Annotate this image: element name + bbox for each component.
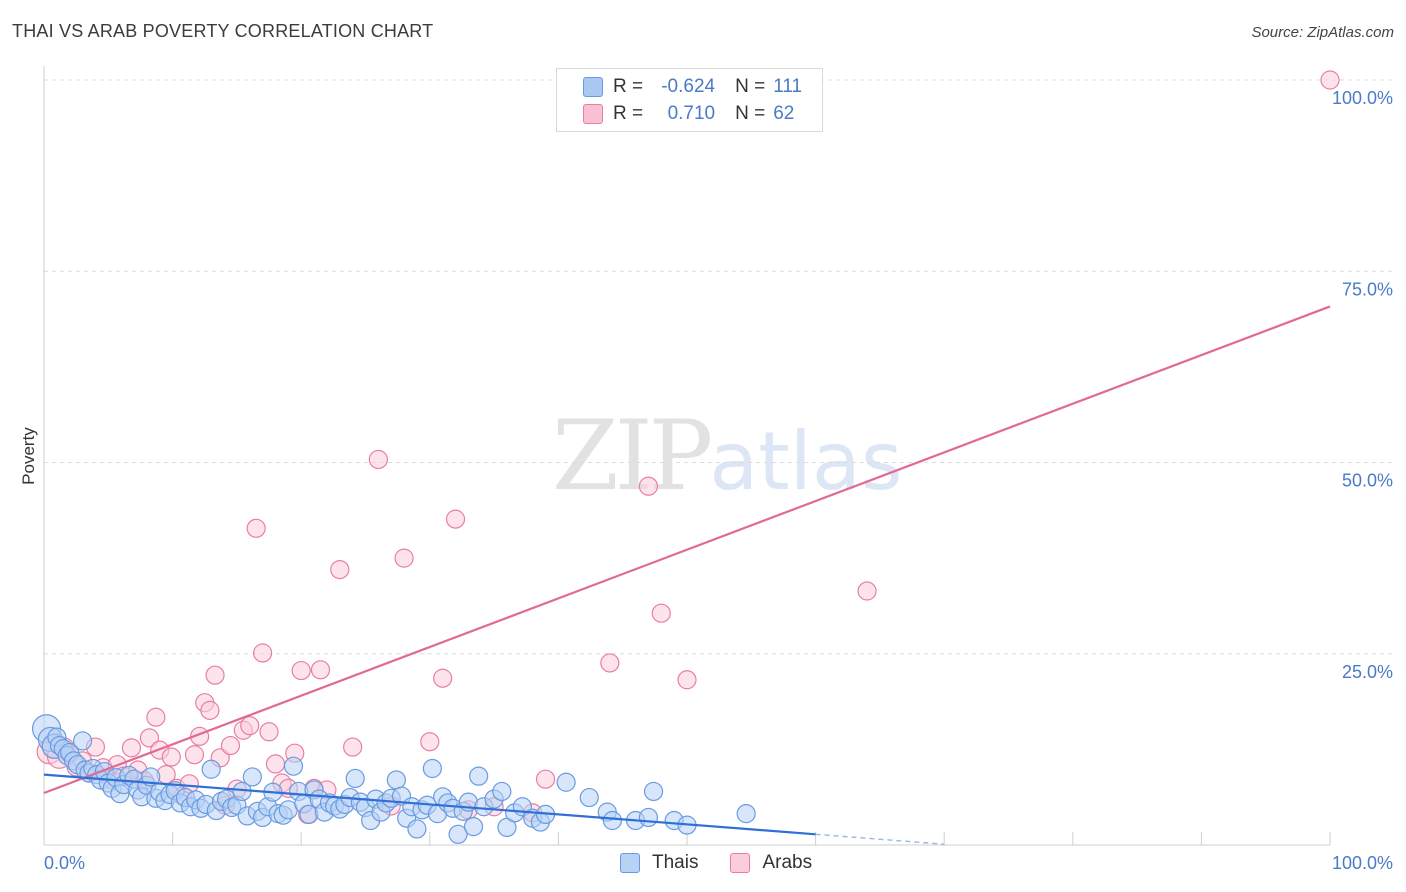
- legend-item-arabs[interactable]: Arabs: [730, 852, 812, 874]
- thais-legend-swatch: [620, 853, 640, 873]
- r-value: -0.624: [661, 76, 716, 97]
- thais-point: [638, 807, 659, 828]
- thais-point: [72, 731, 93, 751]
- chart-title: THAI VS ARAB POVERTY CORRELATION CHART: [12, 21, 434, 41]
- arabs-point: [220, 735, 241, 756]
- correlation-legend: R = -0.624 N = 111 R = 0.710 N = 62: [556, 68, 823, 132]
- arabs-point: [246, 518, 266, 538]
- arabs-point: [651, 603, 671, 623]
- thais-trend-line: [43, 773, 816, 836]
- arabs-point: [433, 668, 453, 688]
- arabs-point: [310, 660, 331, 680]
- arabs-point: [240, 716, 260, 736]
- legend-row-arabs: R = 0.710 N = 62: [583, 102, 794, 126]
- grid-lines: [44, 79, 1395, 655]
- thais-point: [602, 810, 623, 831]
- thais-trend-extension: [815, 833, 945, 845]
- arabs-point: [857, 581, 877, 601]
- arabs-point: [200, 700, 220, 720]
- y-tick-label: 25.0%: [1342, 662, 1393, 682]
- n-value: 62: [773, 103, 795, 124]
- watermark: ZIPatlas: [552, 400, 903, 512]
- watermark-zip: ZIP: [552, 400, 713, 512]
- arabs-point: [265, 754, 286, 774]
- arabs-point: [638, 476, 659, 496]
- thais-point: [643, 781, 664, 802]
- thais-point: [448, 824, 468, 844]
- arabs-legend-label: Arabs: [762, 852, 813, 873]
- thais-point: [242, 767, 262, 787]
- arabs-point: [259, 722, 279, 742]
- arabs-point: [535, 769, 556, 789]
- axis-labels: 25.0% 50.0% 75.0% 100.0% 0.0% 100.0% Poverty: [19, 88, 1393, 873]
- x-tick-label-min: 0.0%: [44, 853, 85, 873]
- arabs-point: [445, 509, 466, 529]
- thais-point: [201, 759, 221, 779]
- y-axis-title: Poverty: [19, 427, 38, 485]
- legend-item-thais[interactable]: Thais: [620, 852, 698, 874]
- arabs-point: [420, 732, 440, 752]
- thais-point: [556, 772, 576, 792]
- arabs-point: [139, 728, 160, 748]
- x-tick-label-max: 100.0%: [1332, 853, 1393, 873]
- thais-point: [345, 768, 365, 789]
- arabs-point: [330, 559, 350, 580]
- arabs-trend-line: [43, 305, 1331, 795]
- arabs-point: [600, 653, 620, 673]
- arabs-point: [368, 449, 388, 470]
- legend-row-thais: R = -0.624 N = 111: [583, 75, 802, 99]
- thais-point: [736, 804, 756, 824]
- n-value: 111: [773, 76, 803, 97]
- arabs-point: [184, 745, 205, 765]
- y-tick-label: 75.0%: [1342, 279, 1393, 299]
- watermark-atlas: atlas: [709, 415, 903, 508]
- r-label: R =: [613, 103, 644, 124]
- thais-point: [407, 819, 427, 839]
- thais-point: [283, 756, 304, 776]
- arabs-swatch: [583, 104, 603, 124]
- arabs-point: [161, 747, 181, 767]
- arabs-point: [394, 548, 414, 568]
- arabs-points: [36, 70, 1340, 825]
- thais-point: [422, 758, 442, 779]
- trend-lines: [43, 305, 1331, 845]
- thais-point: [579, 787, 599, 808]
- arabs-point: [1320, 70, 1340, 90]
- thais-swatch: [583, 77, 603, 97]
- thais-point: [141, 767, 161, 787]
- y-tick-label: 100.0%: [1332, 88, 1393, 108]
- arabs-point: [677, 670, 697, 690]
- y-tick-label: 50.0%: [1342, 471, 1393, 491]
- series-legend: Thais Arabs: [620, 852, 844, 874]
- arabs-point: [253, 643, 273, 663]
- n-label: N =: [735, 103, 766, 124]
- thais-point: [463, 817, 484, 837]
- r-label: R =: [613, 76, 644, 97]
- arabs-point: [121, 738, 142, 758]
- arabs-legend-swatch: [730, 853, 751, 873]
- arabs-point: [146, 707, 166, 727]
- thais-legend-label: Thais: [652, 852, 699, 873]
- arabs-point: [343, 737, 363, 757]
- arabs-point: [205, 665, 225, 685]
- r-value: 0.710: [667, 103, 716, 124]
- n-label: N =: [735, 76, 766, 97]
- source-credit: Source: ZipAtlas.com: [1251, 24, 1394, 41]
- thais-point: [386, 770, 406, 790]
- thais-point: [469, 766, 489, 786]
- arabs-point: [291, 660, 311, 681]
- thais-point: [492, 781, 512, 802]
